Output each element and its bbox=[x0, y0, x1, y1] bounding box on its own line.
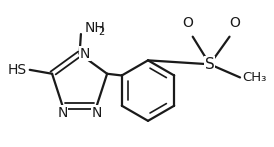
Text: N: N bbox=[92, 106, 102, 120]
Text: HS: HS bbox=[8, 63, 27, 77]
Text: NH: NH bbox=[85, 21, 105, 35]
Text: S: S bbox=[205, 57, 215, 72]
Text: N: N bbox=[80, 47, 90, 61]
Text: N: N bbox=[58, 106, 68, 120]
Text: O: O bbox=[182, 16, 193, 30]
Text: CH₃: CH₃ bbox=[243, 71, 267, 84]
Text: O: O bbox=[229, 16, 240, 30]
Text: 2: 2 bbox=[98, 27, 104, 37]
